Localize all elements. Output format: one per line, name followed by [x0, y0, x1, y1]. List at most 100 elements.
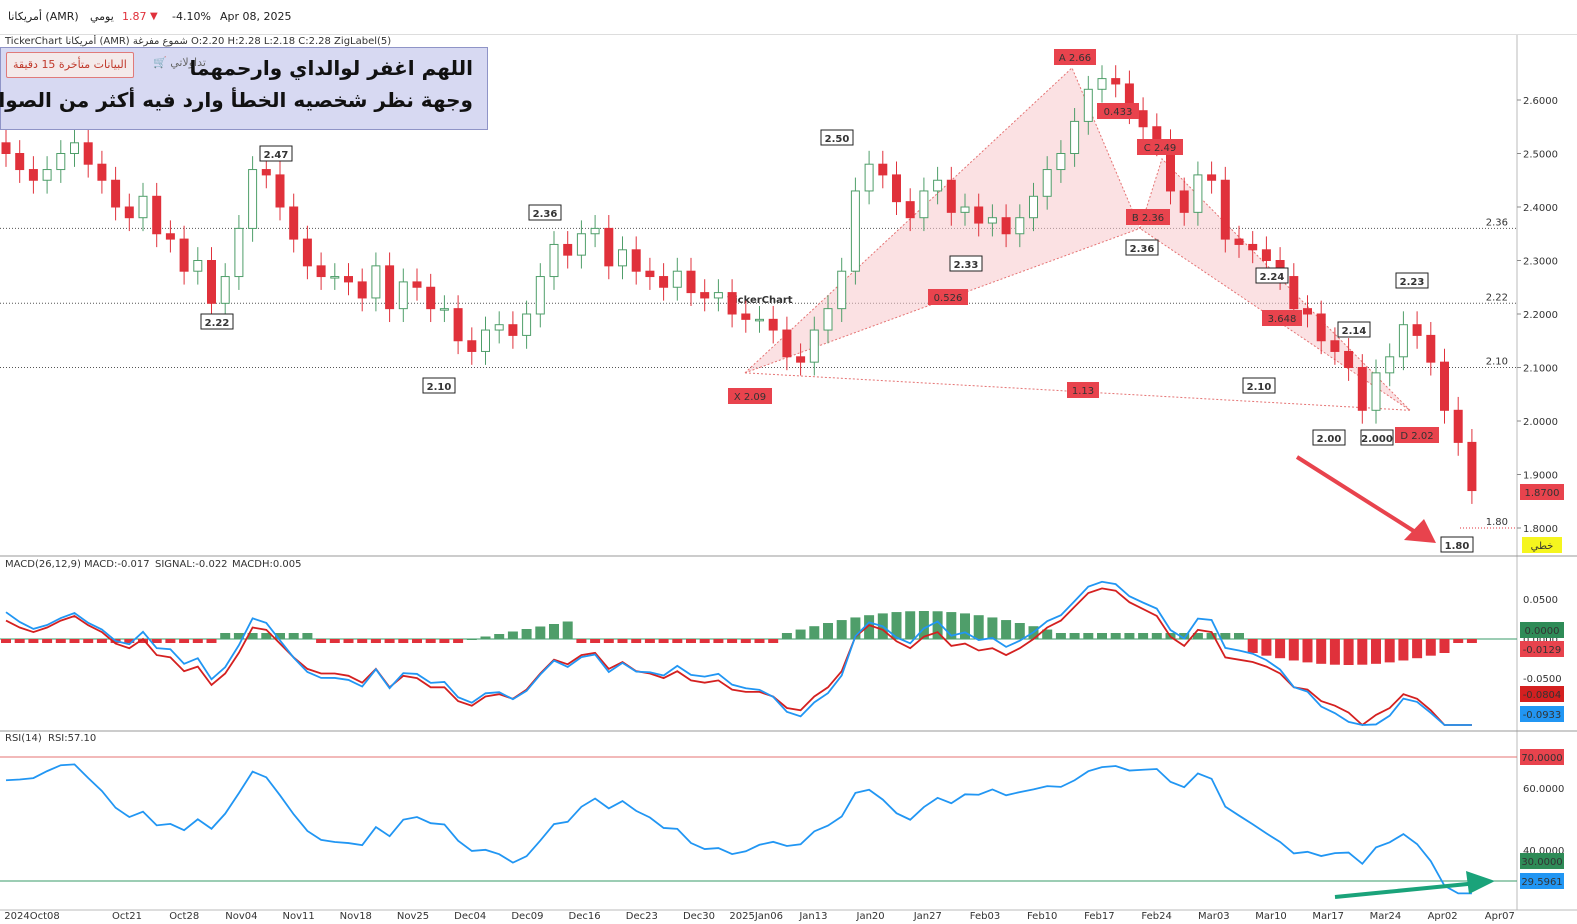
zig-label-box — [528, 204, 562, 221]
macd-histogram-bar — [507, 631, 518, 639]
x-axis-label: Dec16 — [569, 911, 601, 922]
macd-histogram-bar — [1343, 639, 1354, 665]
rsi-tick-label: 60.0000 — [1523, 784, 1564, 795]
price-tick-label: 2.6000 — [1523, 96, 1558, 107]
line-type-tag: خطي — [1531, 541, 1554, 552]
candle-body — [152, 195, 162, 235]
macd-histogram-bar — [1439, 639, 1450, 653]
zig-label: 2.000 — [1361, 434, 1393, 445]
candle-body — [768, 318, 778, 331]
macd-histogram-bar — [1384, 639, 1395, 663]
macd-histogram-bar — [960, 613, 970, 639]
candle-body — [1440, 361, 1449, 411]
candle-body — [467, 340, 477, 352]
candle-body — [535, 276, 545, 315]
macd-histogram-bar — [1192, 633, 1203, 639]
x-axis-label: 2024Oct08 — [4, 911, 59, 922]
candle-body — [165, 233, 175, 240]
candle-body — [974, 206, 984, 224]
macd-histogram-bar — [165, 639, 176, 643]
macd-histogram-bar — [343, 639, 354, 643]
rsi-title: RSI(14) — [5, 733, 42, 744]
candle-body — [878, 163, 888, 176]
macd-histogram-bar — [1124, 633, 1135, 639]
candle-body — [398, 281, 408, 310]
candle-body — [576, 233, 586, 256]
zig-label-box — [259, 145, 293, 162]
x-axis-label: Oct21 — [112, 911, 142, 922]
macd-histogram-bar — [69, 639, 80, 643]
down-arrow-icon: ▼ — [150, 11, 158, 22]
macd-line — [5, 580, 1472, 726]
candle-body — [645, 270, 655, 278]
candle-body — [426, 286, 436, 310]
candle-body — [42, 169, 52, 181]
candle-body — [193, 260, 203, 272]
period-label[interactable]: يومي — [90, 10, 114, 23]
rsi-value: RSI:57.10 — [48, 733, 96, 744]
my-trades-button[interactable]: 🛒 تداولاتي — [153, 56, 206, 69]
macd-histogram-bar — [453, 639, 464, 643]
candle-body — [631, 249, 641, 272]
harmonic-point-d-bg — [1395, 427, 1439, 443]
last-price: 1.87 — [122, 10, 147, 23]
price-tick-label: 1.8000 — [1523, 524, 1558, 535]
macd-tag-signal-bg — [1520, 686, 1564, 702]
macd-histogram-bar — [918, 611, 929, 639]
candle-body — [1207, 174, 1217, 181]
line-type-tag-bg — [1522, 537, 1562, 553]
candle-body — [289, 206, 299, 240]
macd-tag-zero-bg — [1520, 622, 1564, 638]
cart-icon: 🛒 — [153, 56, 167, 69]
candle-body — [220, 276, 230, 304]
candle-body — [481, 329, 490, 352]
macd-histogram-bar — [1261, 639, 1272, 656]
main-legend: TickerChart أمريكانا (AMR) شموع مفرغة O:… — [4, 35, 391, 47]
zig-label: 2.22 — [205, 318, 230, 329]
level-label: 1.80 — [1486, 517, 1508, 528]
x-axis-label: Nov25 — [397, 911, 429, 922]
candle-body — [809, 329, 819, 363]
macd-histogram-bar — [713, 639, 724, 643]
candle-body — [234, 227, 244, 278]
level-label: 2.36 — [1486, 217, 1508, 228]
symbol-name[interactable]: أمريكانا (AMR) — [8, 10, 79, 23]
x-axis-label: 2025Jan06 — [729, 911, 783, 922]
candle-body — [850, 190, 860, 272]
harmonic-point-c: C 2.49 — [1144, 143, 1176, 154]
candle-body — [1001, 217, 1011, 235]
x-axis-label: Apr07 — [1485, 911, 1515, 922]
macd-histogram-bar — [247, 633, 258, 639]
green-arrow-head — [1466, 871, 1495, 894]
macd-histogram-bar — [850, 617, 861, 639]
candle-body — [905, 201, 915, 219]
macd-tick-label: 0.0500 — [1523, 595, 1558, 606]
zig-label-box — [200, 313, 234, 330]
candle-body — [1289, 276, 1299, 310]
data-delay-badge[interactable]: البيانات متأخرة 15 دقيقة — [6, 52, 134, 78]
banner-line-1: اللهم اغفر لوالداي وارحمهما — [189, 56, 473, 80]
candle-body — [713, 292, 723, 299]
price-chart[interactable]: TickerChart TickerChart أمريكانا (AMR) شم… — [0, 35, 1577, 924]
macd-histogram-bar — [535, 626, 546, 639]
candle-body — [700, 292, 710, 299]
macd-tag-hist: -0.0129 — [1523, 645, 1562, 656]
macd-tag-macd-bg — [1520, 706, 1564, 722]
zig-label: 2.50 — [825, 134, 850, 145]
macd-tag-hist-bg — [1520, 641, 1564, 657]
candle-body — [987, 217, 997, 224]
candle-body — [659, 276, 669, 288]
candle-body — [302, 238, 312, 267]
candle-body — [1412, 324, 1422, 336]
macd-histogram-bar — [973, 615, 984, 639]
candle-body — [1357, 367, 1367, 411]
harmonic-ratio-bc-bg — [1262, 310, 1302, 326]
macd-histogram-bar — [466, 639, 477, 640]
macd-histogram-bar — [480, 636, 491, 639]
zig-label-box — [949, 255, 983, 272]
macd-histogram-bar — [768, 639, 779, 643]
macdh-value: MACDH:0.005 — [232, 559, 302, 570]
candle-body — [15, 153, 25, 171]
x-axis-label: Feb17 — [1084, 911, 1114, 922]
macd-histogram-bar — [836, 620, 847, 639]
